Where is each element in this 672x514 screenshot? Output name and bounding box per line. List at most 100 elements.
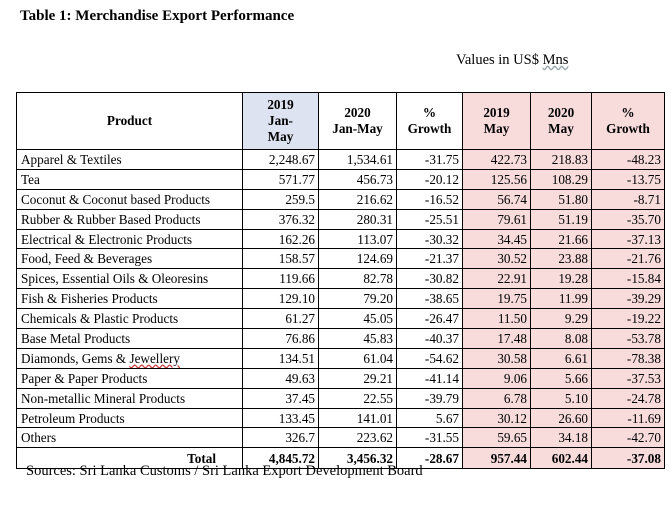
jan-may-growth-cell: 5.67 [396,407,463,429]
may-2019-cell: 125.56 [462,168,531,190]
table-row: Base Metal Products 76.86 45.83 -40.37 17.48… [16,328,665,349]
may-2019-cell: 30.52 [462,248,531,270]
may-growth-cell: -37.08 [591,447,665,470]
may-2020-cell: 26.60 [530,407,592,429]
jan-may-2020-cell: 216.62 [318,188,397,210]
may-2019-cell: 957.44 [462,447,531,470]
product-cell: Tea [16,168,243,190]
product-cell: Petroleum Products [16,407,243,429]
may-2020-cell: 602.44 [530,447,592,470]
jan-may-growth-cell: -39.79 [396,387,463,409]
jan-may-2020-cell: 124.69 [318,248,397,270]
jan-may-2020-cell: 29.21 [318,367,397,389]
table-title: Table 1: Merchandise Export Performance [20,8,295,24]
may-2019-cell: 34.45 [462,228,531,250]
may-2020-cell: 34.18 [530,427,592,449]
may-growth-cell: -37.53 [591,367,665,389]
product-cell: Rubber & Rubber Based Products [16,208,243,230]
table-row: Others 326.7 223.62 -31.55 59.65 34.18 -42.70 [16,427,665,449]
may-growth-cell: -42.70 [591,427,665,449]
may-2019-cell: 22.91 [462,268,531,290]
product-cell: Diamonds, Gems & Jewellery [16,347,243,369]
jan-may-growth-cell: -38.65 [396,288,463,310]
table-row: Petroleum Products 133.45 141.01 5.67 30.12 2… [16,407,665,429]
jan-may-2019-cell: 376.32 [242,208,319,230]
may-growth-cell: -21.76 [591,248,665,270]
jan-may-2020-cell: 82.78 [318,268,397,290]
product-cell: Paper & Paper Products [16,367,243,389]
jan-may-growth-cell: -16.52 [396,188,463,210]
jan-may-growth-cell: -40.37 [396,328,463,349]
product-cell: Total [16,447,243,470]
jan-may-2020-cell: 45.05 [318,308,397,330]
may-growth-cell: -13.75 [591,168,665,190]
may-2020-cell: 6.61 [530,347,592,369]
may-growth-cell: -39.29 [591,288,665,310]
jan-may-2019-cell: 61.27 [242,308,319,330]
product-cell: Fish & Fisheries Products [16,288,243,310]
units-prefix: Values in US$ [456,52,543,68]
jan-may-growth-cell: -31.75 [396,149,463,170]
may-2020-cell: 23.88 [530,248,592,270]
table-row: Tea 571.77 456.73 -20.12 125.56 108.29 -13.75 [16,168,665,190]
may-2019-cell: 59.65 [462,427,531,449]
may-2019-cell: 6.78 [462,387,531,409]
header-row: Product 2019 Jan- May 2020 Jan-May % Growth … [16,92,665,150]
jan-may-2020-cell: 223.62 [318,427,397,449]
may-2019-cell: 11.50 [462,308,531,330]
product-cell: Spices, Essential Oils & Oleoresins [16,268,243,290]
header-product: Product [16,92,243,150]
may-growth-cell: -15.84 [591,268,665,290]
jan-may-2019-cell: 326.7 [242,427,319,449]
may-2019-cell: 56.74 [462,188,531,210]
table-row: Apparel & Textiles 2,248.67 1,534.61 -31.75… [16,149,665,170]
table-row: Coconut & Coconut based Products 259.5 216… [16,188,665,210]
table-row: Non-metallic Mineral Products 37.45 22.55-… [16,387,665,409]
jan-may-growth-cell: -26.47 [396,308,463,330]
jan-may-2019-cell: 158.57 [242,248,319,270]
product-cell: Electrical & Electronic Products [16,228,243,250]
jan-may-2019-cell: 37.45 [242,387,319,409]
header-2019-jan-may: 2019 Jan- May [242,92,319,150]
source-note: Sources: Sri Lanka Customs / Sri Lanka E… [26,463,423,479]
units-suffix: Mns [542,52,569,68]
may-2020-cell: 21.66 [530,228,592,250]
may-growth-cell: -37.13 [591,228,665,250]
export-table: Product 2019 Jan- May 2020 Jan-May % Growth … [16,92,665,470]
units-note: Values in US$ Mns [456,52,568,69]
jan-may-2019-cell: 133.45 [242,407,319,429]
table-row: Food, Feed & Beverages 158.57 124.69 -21.37… [16,248,665,270]
jan-may-2019-cell: 119.66 [242,268,319,290]
may-growth-cell: -19.22 [591,308,665,330]
header-2020-jan-may: 2020 Jan-May [318,92,397,150]
may-2019-cell: 19.75 [462,288,531,310]
product-cell: Food, Feed & Beverages [16,248,243,270]
may-2019-cell: 9.06 [462,367,531,389]
may-2019-cell: 422.73 [462,149,531,170]
table-row: Diamonds, Gems & Jewellery 134.51 61.04 -54… [16,347,665,369]
table-row: Chemicals & Plastic Products 61.27 45.05 -2… [16,308,665,330]
may-growth-cell: -78.38 [591,347,665,369]
jan-may-2020-cell: 280.31 [318,208,397,230]
may-2020-cell: 218.83 [530,149,592,170]
header-2019-may: 2019 May [462,92,531,150]
may-growth-cell: -11.69 [591,407,665,429]
table-row: Rubber & Rubber Based Products 376.32 280.… [16,208,665,230]
jan-may-2020-cell: 79.20 [318,288,397,310]
table-row: Fish & Fisheries Products 129.10 79.20 -38.… [16,288,665,310]
product-cell: Others [16,427,243,449]
jan-may-2020-cell: 456.73 [318,168,397,190]
product-cell: Coconut & Coconut based Products [16,188,243,210]
jan-may-2019-cell: 259.5 [242,188,319,210]
jan-may-2020-cell: 113.07 [318,228,397,250]
may-2019-cell: 30.58 [462,347,531,369]
jan-may-2020-cell: 1,534.61 [318,149,397,170]
jan-may-2020-cell: 141.01 [318,407,397,429]
may-2020-cell: 51.19 [530,208,592,230]
may-2019-cell: 79.61 [462,208,531,230]
header-growth-may: % Growth [591,92,665,150]
jan-may-2020-cell: 3,456.32 [318,447,397,470]
jan-may-growth-cell: -21.37 [396,248,463,270]
jan-may-2019-cell: 162.26 [242,228,319,250]
jan-may-growth-cell: -25.51 [396,208,463,230]
